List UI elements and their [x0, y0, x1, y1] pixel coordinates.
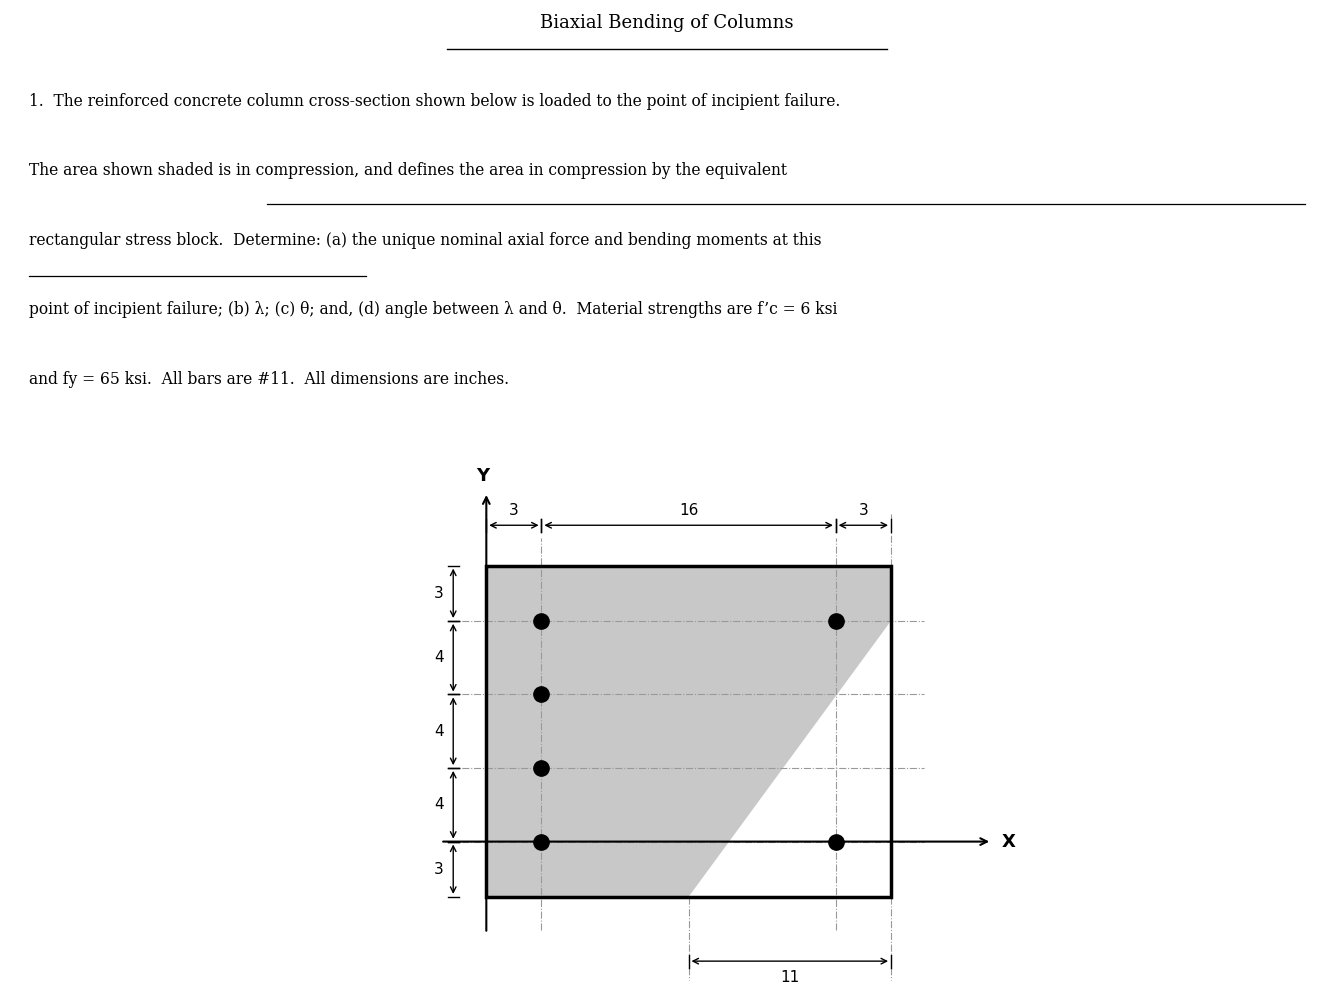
Text: rectangular stress block.  Determine: (a) the unique nominal axial force and ben: rectangular stress block. Determine: (a)…: [29, 232, 822, 249]
Text: 4: 4: [435, 724, 444, 739]
Text: 16: 16: [679, 503, 698, 518]
Text: X: X: [1002, 833, 1015, 851]
Bar: [487, 565, 891, 897]
Text: The area shown shaded is in compression, and defines the area in compression by : The area shown shaded is in compression,…: [29, 162, 787, 179]
Text: 3: 3: [435, 586, 444, 601]
Text: Y: Y: [476, 467, 490, 485]
Text: 4: 4: [435, 650, 444, 665]
Polygon shape: [487, 565, 891, 897]
Text: Biaxial Bending of Columns: Biaxial Bending of Columns: [540, 14, 794, 32]
Text: 3: 3: [435, 862, 444, 877]
Text: and fy = 65 ksi.  All bars are #11.  All dimensions are inches.: and fy = 65 ksi. All bars are #11. All d…: [29, 371, 510, 388]
Text: 11: 11: [780, 971, 799, 986]
Text: 1.  The reinforced concrete column cross-section shown below is loaded to the po: 1. The reinforced concrete column cross-…: [29, 93, 840, 110]
Text: 3: 3: [859, 503, 868, 518]
Text: 4: 4: [435, 797, 444, 812]
Text: 3: 3: [510, 503, 519, 518]
Text: point of incipient failure; (b) λ; (c) θ; and, (d) angle between λ and θ.  Mater: point of incipient failure; (b) λ; (c) θ…: [29, 301, 838, 319]
